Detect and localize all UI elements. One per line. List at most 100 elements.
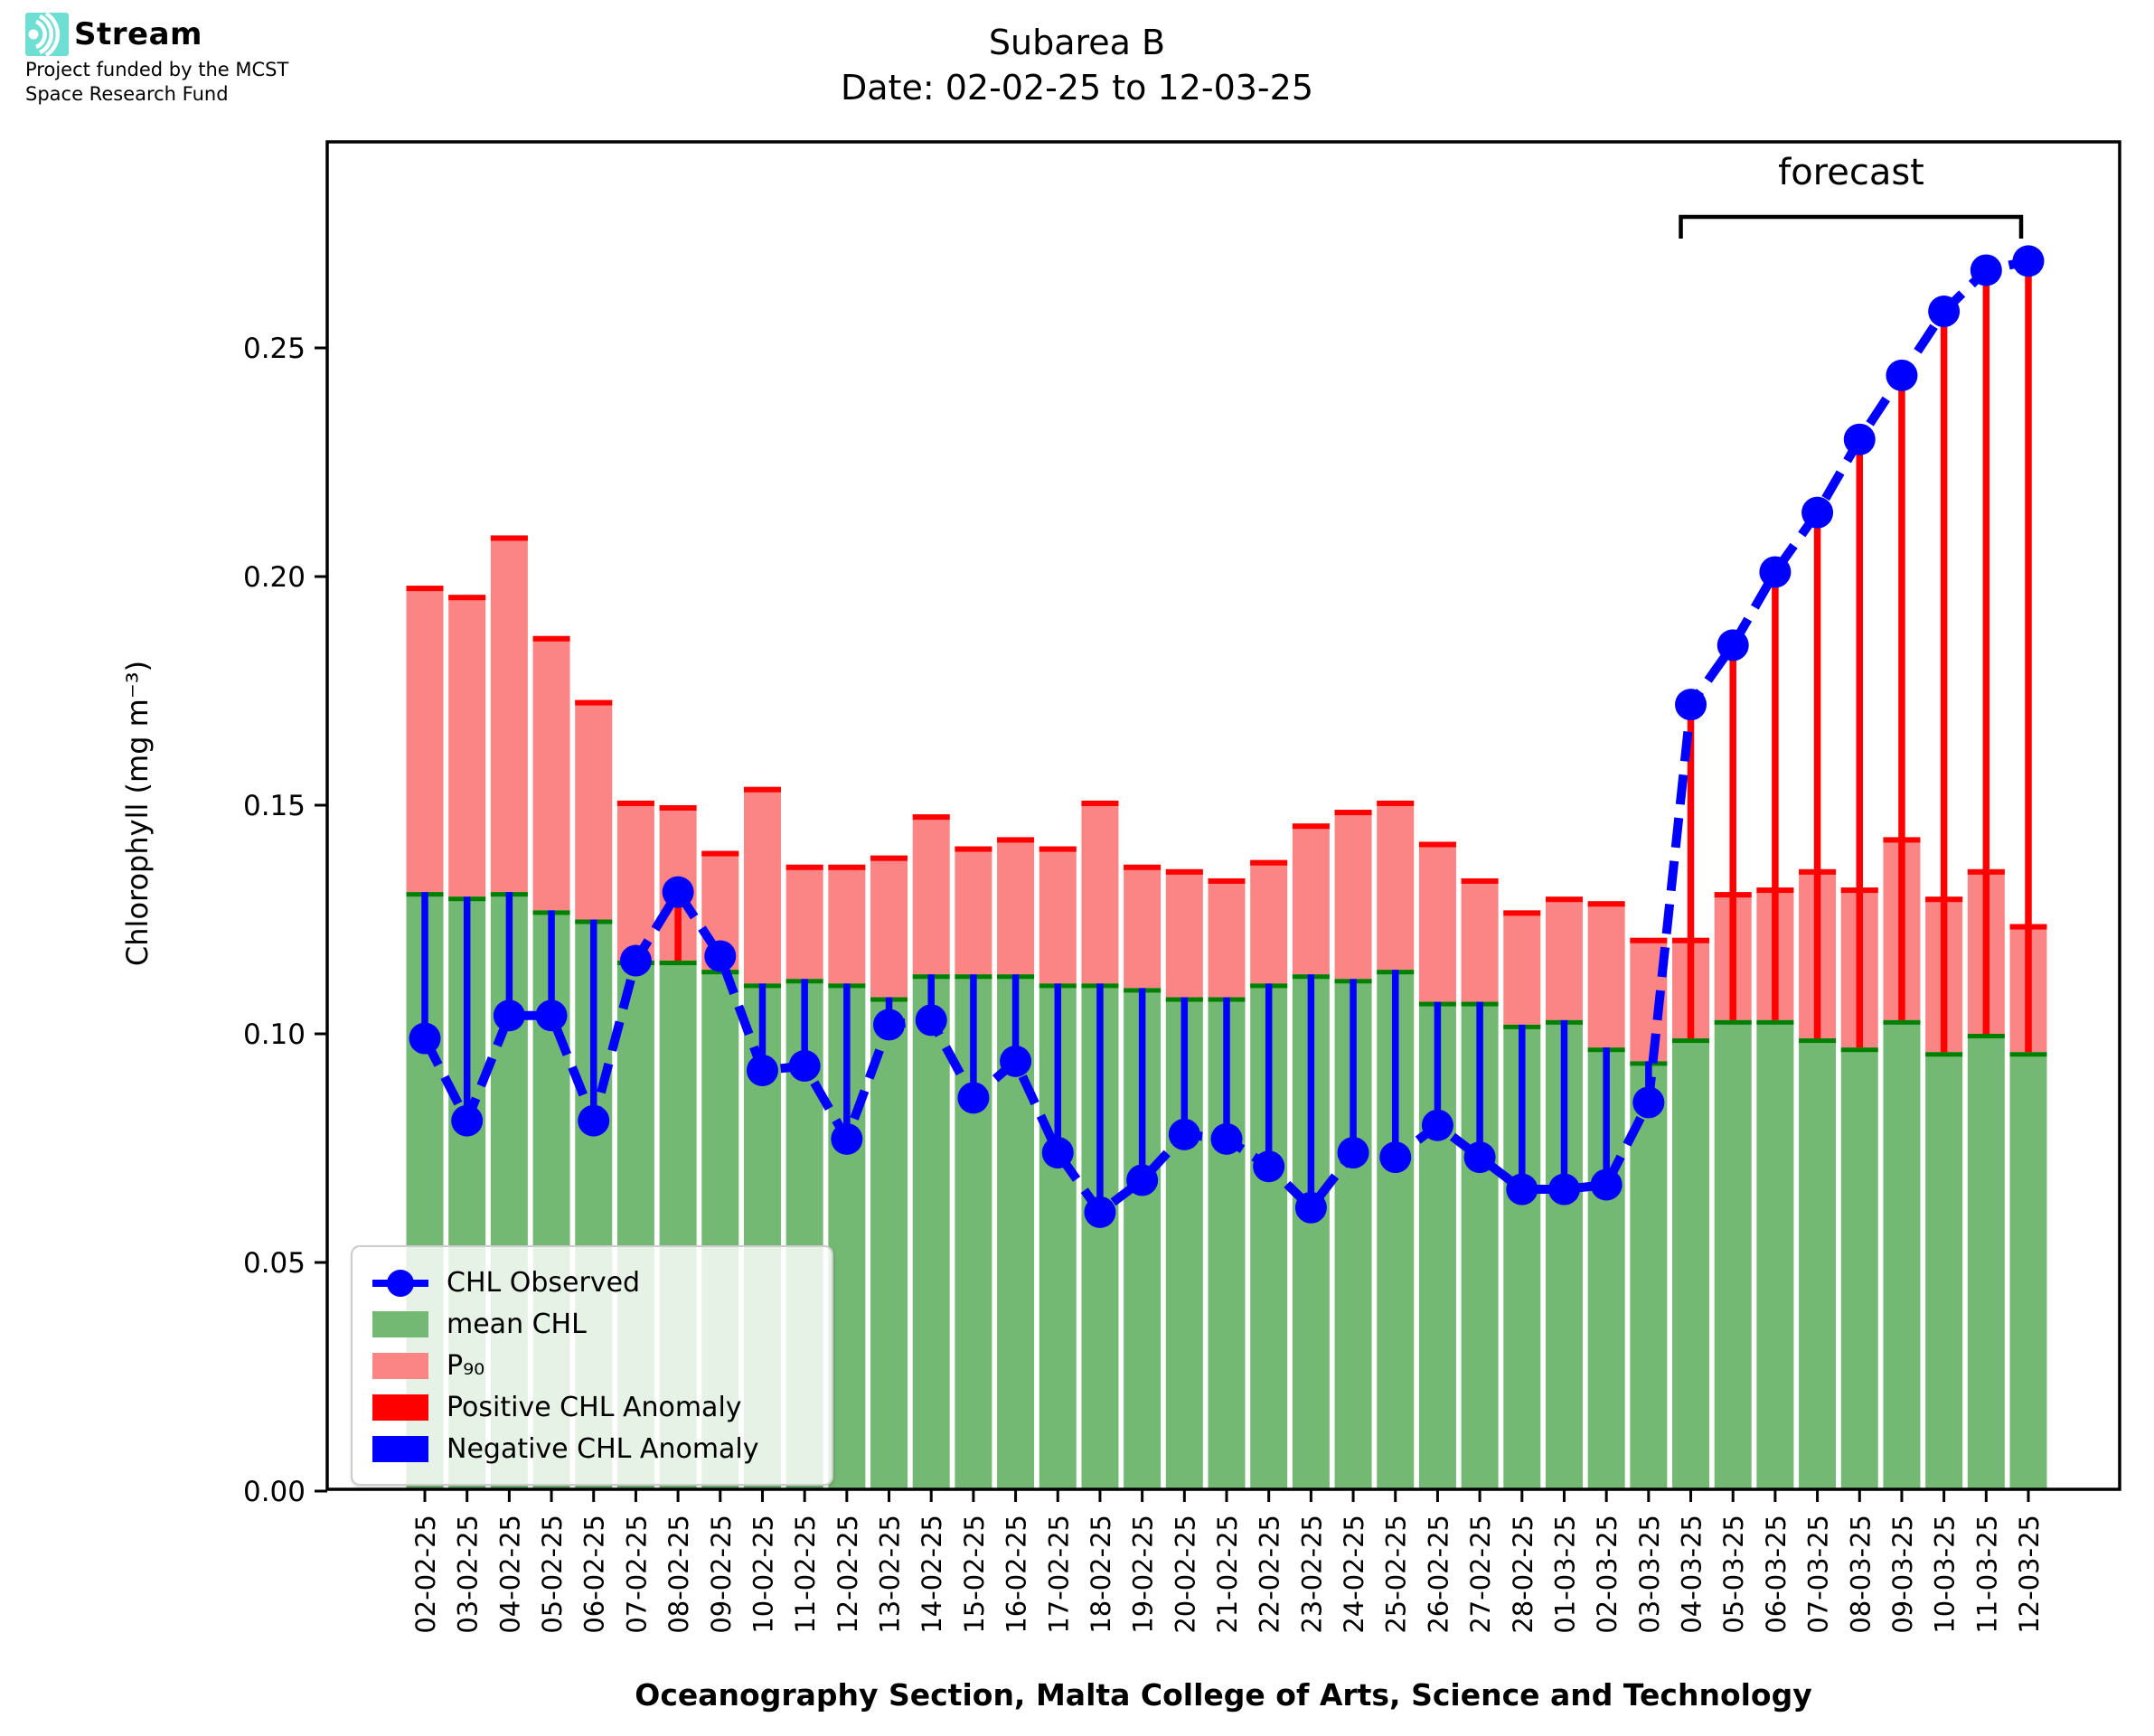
chl-observed-marker [746, 1054, 778, 1086]
chl-observed-marker [1253, 1150, 1285, 1183]
p90-bar-cap [743, 786, 781, 793]
mean-chl-bar-cap [701, 970, 739, 975]
p90-bar [1165, 868, 1203, 998]
y-tick-label: 0.05 [243, 1247, 306, 1280]
mean-chl-bar [1799, 1038, 1837, 1489]
p90-bar-cap [1039, 846, 1077, 852]
y-tick-label: 0.10 [243, 1018, 306, 1051]
chl-observed-marker [578, 1104, 610, 1137]
chl-observed-marker [1084, 1196, 1116, 1228]
chl-observed-marker [1168, 1118, 1200, 1150]
p90-bar-cap [997, 837, 1035, 843]
chart-title-line2: Date: 02-02-25 to 12-03-25 [841, 68, 1313, 108]
chl-observed-marker [1000, 1045, 1032, 1077]
p90-bar-cap [785, 864, 823, 870]
p90-bar [1039, 846, 1077, 984]
p90-bar [1081, 800, 1119, 984]
x-tick-label: 07-02-25 [621, 1515, 652, 1634]
p90-bar-cap [1418, 841, 1456, 848]
p90-bar-cap [870, 855, 908, 861]
chl-observed-marker [1675, 689, 1707, 721]
plot-frame [325, 140, 2121, 1491]
logo: Stream Project funded by the MCST Space … [25, 13, 288, 108]
x-tick-label: 01-03-25 [1549, 1515, 1580, 1634]
x-tick-label: 07-03-25 [1803, 1515, 1834, 1634]
stream-logo-icon [25, 13, 69, 56]
chart-title: Subarea B Date: 02-02-25 to 12-03-25 [841, 20, 1313, 110]
x-tick-label: 05-02-25 [537, 1515, 568, 1634]
x-tick-label: 02-02-25 [410, 1515, 441, 1634]
mean-chl-bar [1756, 1019, 1794, 1489]
chl-observed-marker [1928, 296, 1961, 328]
p90-bar-cap [1208, 877, 1246, 884]
chl-observed-marker [1547, 1173, 1580, 1206]
p90-swatch-icon [372, 1352, 428, 1379]
mean-chl-bar [870, 997, 908, 1489]
mean-chl-bar-cap [1840, 1047, 1878, 1053]
p90-bar [997, 837, 1035, 975]
x-tick-label: 14-02-25 [917, 1515, 947, 1634]
p90-bar-cap [1292, 823, 1330, 830]
chl-observed-marker [873, 1009, 906, 1041]
p90-bar [828, 864, 866, 984]
p90-bar [406, 586, 444, 893]
chl-observed-marker [619, 944, 652, 977]
p90-bar-cap [1334, 810, 1372, 816]
chl-observed-marker [1463, 1141, 1496, 1174]
legend: CHL Observed mean CHL P₉₀ Positive CHL A… [351, 1245, 833, 1486]
x-tick-label: 17-02-25 [1043, 1515, 1074, 1634]
p90-bar-cap [912, 814, 950, 821]
x-tick-label: 08-03-25 [1845, 1515, 1876, 1634]
chl-observed-marker [1294, 1191, 1327, 1224]
mean-chl-bar [1883, 1019, 1921, 1489]
y-tick-label: 0.20 [243, 561, 306, 594]
chl-observed-marker [1421, 1109, 1453, 1141]
observed-line-swatch-icon [372, 1269, 428, 1297]
p90-bar [1377, 800, 1415, 971]
y-axis-label: Chlorophyll (mg m⁻³) [120, 660, 155, 967]
p90-bar-cap [659, 805, 697, 811]
p90-bar [1208, 877, 1246, 998]
p90-bar-cap [1545, 896, 1583, 903]
x-tick-label: 11-02-25 [790, 1515, 821, 1634]
mean-chl-swatch-icon [372, 1310, 428, 1337]
chl-observed-marker [831, 1122, 863, 1155]
x-tick-label: 19-02-25 [1128, 1515, 1159, 1634]
x-tick-label: 18-02-25 [1086, 1515, 1116, 1634]
negative-anomaly-swatch-icon [372, 1435, 428, 1462]
p90-bar [912, 814, 950, 975]
x-tick-label: 10-03-25 [1930, 1515, 1961, 1634]
p90-bar-cap [448, 595, 486, 601]
chl-observed-marker [662, 876, 694, 908]
chl-observed-marker [1886, 359, 1918, 391]
legend-label: Negative CHL Anomaly [447, 1432, 759, 1465]
chl-observed-marker [1970, 254, 2002, 286]
positive-anomaly-swatch-icon [372, 1393, 428, 1421]
chl-observed-marker [704, 940, 737, 972]
p90-bar-cap [1503, 910, 1541, 916]
p90-bar-cap [828, 864, 866, 870]
x-tick-label: 03-03-25 [1634, 1515, 1665, 1634]
p90-bar-cap [406, 586, 444, 592]
x-tick-label: 13-02-25 [875, 1515, 906, 1634]
chl-observed-marker [493, 999, 525, 1032]
legend-item-p90: P₉₀ [372, 1345, 812, 1386]
chl-observed-marker [1126, 1164, 1159, 1196]
x-tick-label: 02-03-25 [1592, 1515, 1623, 1634]
x-axis-label: Oceanography Section, Malta College of A… [635, 1677, 1812, 1713]
forecast-bracket [1679, 214, 2024, 239]
chl-observed-marker [451, 1104, 484, 1137]
p90-bar [955, 846, 992, 975]
mean-chl-bar-cap [1672, 1038, 1710, 1044]
chl-observed-marker [409, 1022, 441, 1055]
p90-bar [1418, 841, 1456, 1002]
legend-label: mean CHL [447, 1308, 587, 1340]
y-tick-label: 0.25 [243, 333, 306, 365]
p90-bar [1587, 901, 1625, 1048]
mean-chl-bar [1714, 1019, 1752, 1489]
mean-chl-bar [2009, 1052, 2047, 1489]
p90-bar [1545, 896, 1583, 1020]
x-tick-label: 16-02-25 [1002, 1515, 1032, 1634]
logo-subtitle-line2: Space Research Fund [25, 83, 229, 106]
